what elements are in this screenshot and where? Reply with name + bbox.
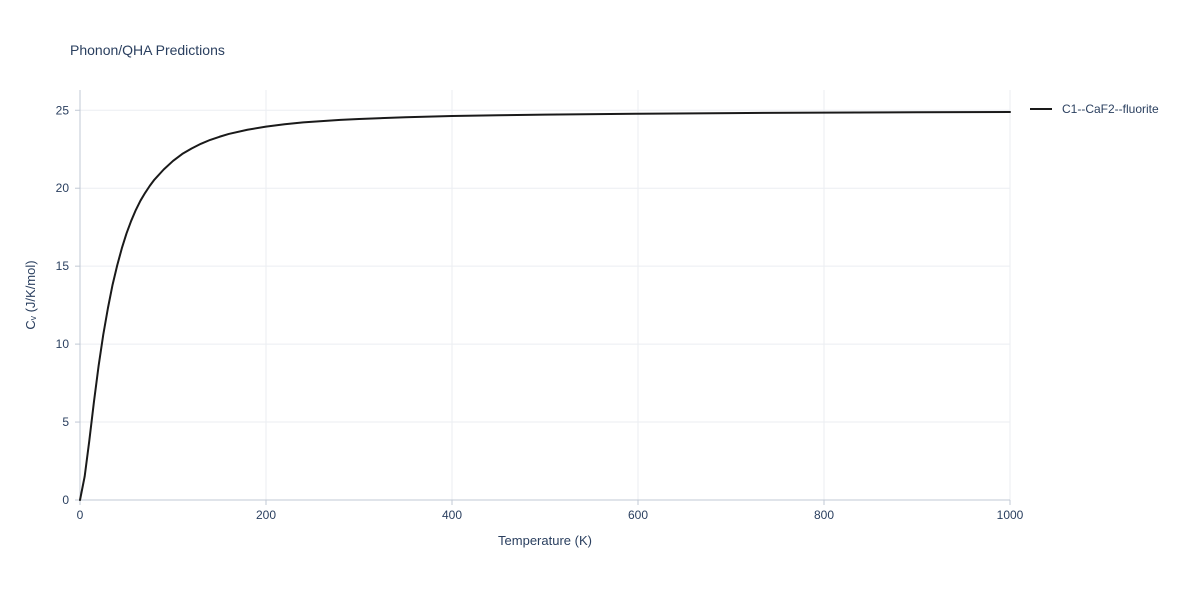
- x-tick-label: 400: [442, 508, 462, 522]
- chart-plot: 0 200 400 600 800 1000 0 5 10 15 20 25 Temperature (…: [0, 0, 1200, 600]
- y-tick-label: 10: [56, 337, 70, 351]
- x-tick-label: 600: [628, 508, 648, 522]
- series-line: [80, 112, 1010, 500]
- y-tick-label: 20: [56, 181, 70, 195]
- y-axis-label: Cᵥ (J/K/mol): [23, 260, 38, 329]
- x-tick-label: 1000: [997, 508, 1024, 522]
- x-axis-label: Temperature (K): [498, 533, 592, 548]
- legend-swatch-line: [1030, 103, 1054, 115]
- y-tick-label: 25: [56, 103, 70, 117]
- x-tick-label: 0: [77, 508, 84, 522]
- y-tick-label: 5: [62, 415, 69, 429]
- x-tick-label: 200: [256, 508, 276, 522]
- x-tick-label: 800: [814, 508, 834, 522]
- legend-series-label: C1--CaF2--fluorite: [1062, 102, 1159, 116]
- y-tick-label: 15: [56, 259, 70, 273]
- y-tick-label: 0: [62, 493, 69, 507]
